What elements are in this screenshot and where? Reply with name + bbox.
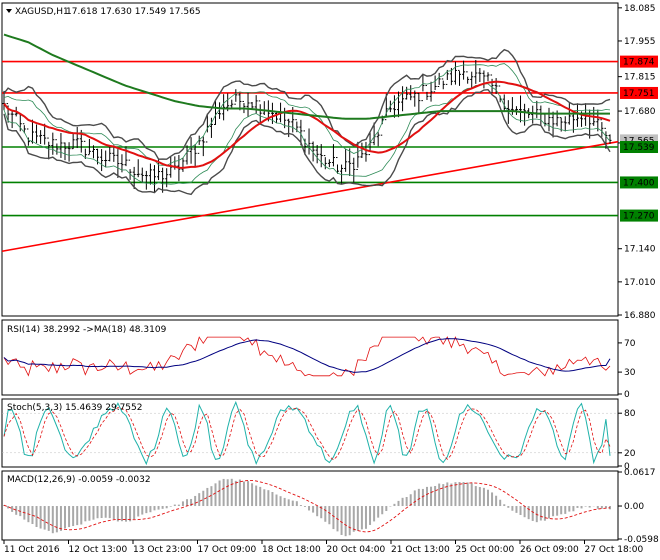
support-tag: 17.270: [623, 212, 655, 222]
macd-panel[interactable]: [1, 470, 619, 541]
resistance-tag: 17.874: [623, 58, 655, 68]
stoch-signal-line: [3, 407, 611, 461]
support-tag-bg: [620, 209, 658, 222]
stoch-layer: [2, 400, 618, 466]
x-tick-label: 25 Oct 00:00: [456, 545, 515, 555]
rsi-tick-label: 0: [624, 390, 630, 400]
macd-label: MACD(12,26,9) -0.0059 -0.0032: [7, 475, 151, 485]
resistance-tag-bg: [620, 86, 658, 99]
stoch-label: Stoch(5,3,3) 15.4639 29.7552: [7, 403, 142, 413]
macd-tick-label: -0.0598: [624, 535, 659, 545]
support-tag: 17.539: [623, 143, 655, 153]
stoch-tick-label: 0: [624, 462, 630, 472]
trendline: [1, 140, 619, 253]
rsi-ma-line: [3, 338, 611, 373]
support-tag-bg: [620, 141, 658, 154]
x-tick-label: 12 Oct 13:00: [69, 545, 128, 555]
price-tick-label: 17.815: [624, 73, 656, 83]
stoch-tick-label: 20: [624, 449, 636, 459]
x-tick-label: 17 Oct 09:00: [198, 545, 257, 555]
slow-ma-line: [3, 33, 610, 120]
price-tick-label: 16.880: [624, 311, 656, 321]
macd-layer: [3, 478, 611, 537]
resistance-tag: 17.751: [623, 89, 655, 99]
support-tag: 17.400: [623, 178, 655, 188]
support-tag-bg: [620, 176, 658, 189]
rsi-layer: [3, 336, 611, 377]
upper-band-line: [3, 48, 611, 160]
macd-tick-label: 0.0617: [624, 468, 656, 478]
rsi-line: [3, 336, 611, 377]
dropdown-triangle-icon[interactable]: [6, 9, 12, 13]
price-tick-label: 17.140: [624, 245, 656, 255]
inner-upper-band-line: [3, 63, 611, 166]
ohlc-label: 17.618 17.630 17.549 17.565: [66, 7, 201, 17]
x-tick-label: 13 Oct 23:00: [133, 545, 192, 555]
rsi-tick-label: 70: [624, 339, 636, 349]
price-tick-label: 17.680: [624, 107, 656, 117]
price-tick-label: 18.085: [624, 4, 656, 14]
stoch-main-line: [3, 400, 611, 466]
macd-signal-line: [3, 479, 611, 533]
stoch-tick-label: 80: [624, 409, 636, 419]
resistance-tag-bg: [620, 55, 658, 68]
price-tick-label: 17.010: [624, 278, 656, 288]
inner-lower-band-line: [3, 83, 611, 185]
x-tick-label: 27 Oct 18:00: [585, 545, 644, 555]
rsi-tick-label: 30: [624, 368, 636, 378]
x-tick-label: 20 Oct 04:00: [327, 545, 386, 555]
symbol-label: XAGUSD,H1: [15, 7, 69, 17]
price-layer: [1, 33, 619, 253]
axis-layer: 18.08517.95517.81517.68017.55517.14017.0…: [3, 4, 659, 555]
x-tick-label: 21 Oct 13:00: [391, 545, 450, 555]
x-tick-label: 26 Oct 09:00: [520, 545, 579, 555]
rsi-label: RSI(14) 38.2992 ->MA(18) 48.3109: [7, 325, 167, 335]
macd-tick-label: 0.00: [624, 502, 644, 512]
lower-band-line: [3, 88, 611, 196]
x-tick-label: 18 Oct 18:00: [262, 545, 321, 555]
price-tick-label: 17.955: [624, 37, 656, 47]
x-tick-label: 11 Oct 2016: [4, 545, 60, 555]
